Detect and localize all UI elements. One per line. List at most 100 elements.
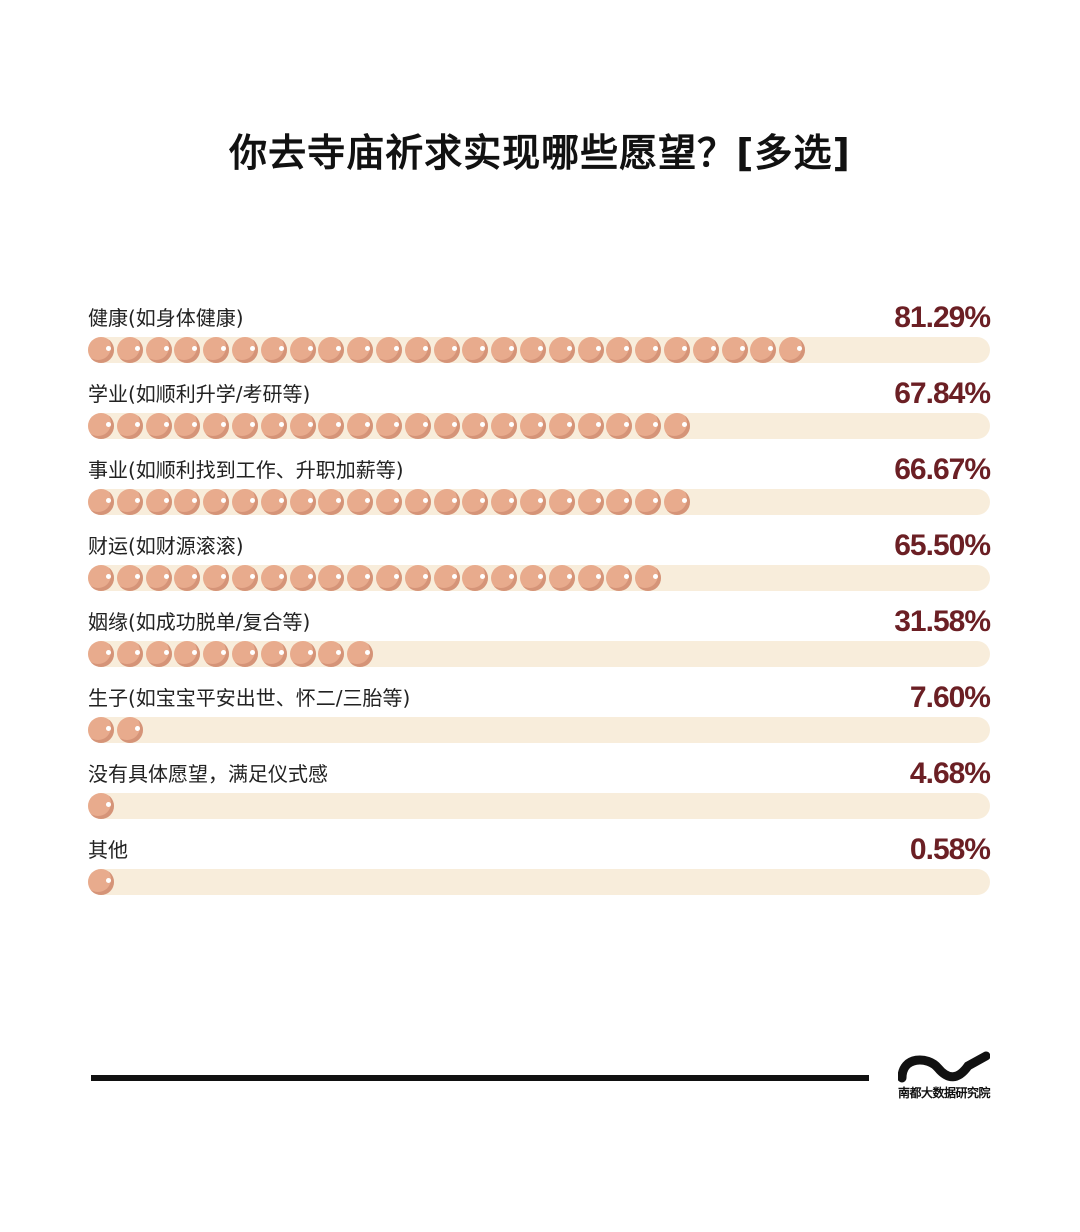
dot-highlight xyxy=(221,650,227,655)
bar-dot xyxy=(88,413,114,439)
bar-dot xyxy=(289,565,316,591)
dot-highlight xyxy=(250,498,255,503)
dot-highlight xyxy=(797,346,803,351)
bar-dot xyxy=(145,565,172,591)
dot-highlight xyxy=(653,346,659,351)
chart-title: 你去寺庙祈求实现哪些愿望？[多选] xyxy=(229,131,851,175)
value-label: 4.68% xyxy=(909,757,991,790)
dot-highlight xyxy=(624,498,630,503)
bar-dot xyxy=(404,489,431,515)
bar-dot xyxy=(404,413,431,439)
bar-dot xyxy=(635,489,662,515)
bar-dot xyxy=(433,489,460,515)
value-label: 81.29% xyxy=(894,301,991,334)
dot-highlight xyxy=(106,422,111,427)
bar-dot xyxy=(376,413,402,439)
dot-highlight xyxy=(451,422,457,427)
bar-dot xyxy=(203,565,230,591)
bar-dot xyxy=(491,489,518,515)
category-label: 其他 xyxy=(88,838,128,862)
bar-dot xyxy=(577,565,604,591)
category-label: 健康(如身体健康) xyxy=(88,306,244,330)
dot-highlight xyxy=(595,346,601,351)
bar-row: 健康(如身体健康) 81.29% xyxy=(88,301,991,374)
bar-dot xyxy=(174,337,201,363)
dot-highlight xyxy=(566,346,572,351)
brand-name: 南都大数据研究院 xyxy=(898,1086,991,1100)
category-label: 财运(如财源滚滚) xyxy=(88,534,244,558)
dot-highlight xyxy=(106,498,111,503)
dot-highlight xyxy=(307,650,313,655)
dot-highlight xyxy=(538,346,543,351)
dot-highlight xyxy=(106,574,111,579)
dot-highlight xyxy=(653,422,659,427)
bar-track xyxy=(88,869,990,895)
dot-highlight xyxy=(134,422,140,427)
bar-dot xyxy=(203,413,230,439)
dot-highlight xyxy=(682,346,687,351)
value-label: 67.84% xyxy=(894,377,991,410)
dot-highlight xyxy=(422,498,428,503)
dot-highlight xyxy=(250,422,255,427)
bar-dot xyxy=(577,413,604,439)
dot-highlight xyxy=(682,422,687,427)
bar-dot xyxy=(318,489,345,515)
dot-highlight xyxy=(394,422,399,427)
bar-dot xyxy=(289,641,316,667)
bar-dot xyxy=(88,489,114,515)
dot-highlight xyxy=(192,574,198,579)
bar-dot xyxy=(203,489,230,515)
dot-highlight xyxy=(307,574,313,579)
dot-highlight xyxy=(451,498,457,503)
dot-highlight xyxy=(480,498,486,503)
dot-highlight xyxy=(163,650,169,655)
bar-dot xyxy=(289,489,316,515)
bar-dot xyxy=(289,413,316,439)
bar-dot xyxy=(232,565,258,591)
dot-highlight xyxy=(250,650,255,655)
bar-dot xyxy=(404,565,431,591)
dot-highlight xyxy=(134,574,140,579)
dot-highlight xyxy=(509,574,515,579)
dot-highlight xyxy=(394,346,399,351)
bar-dot xyxy=(145,337,172,363)
dot-highlight xyxy=(221,346,227,351)
category-label: 学业(如顺利升学/考研等) xyxy=(88,382,311,406)
dot-highlight xyxy=(365,422,371,427)
dot-highlight xyxy=(480,422,486,427)
dot-highlight xyxy=(566,422,572,427)
bar-dot xyxy=(232,413,258,439)
dot-highlight xyxy=(307,422,313,427)
dot-highlight xyxy=(106,726,111,731)
dot-highlight xyxy=(566,498,572,503)
category-label: 没有具体愿望，满足仪式感 xyxy=(88,762,328,786)
bar-dot xyxy=(491,565,518,591)
bar-dot xyxy=(433,413,460,439)
category-label: 生子(如宝宝平安出世、怀二/三胎等) xyxy=(88,686,411,710)
bar-dot xyxy=(376,489,402,515)
dot-highlight xyxy=(538,498,543,503)
dot-highlight xyxy=(192,498,198,503)
dot-highlight xyxy=(106,346,111,351)
dot-highlight xyxy=(710,346,716,351)
dot-highlight xyxy=(163,422,169,427)
dot-highlight xyxy=(653,574,659,579)
bar-track xyxy=(88,793,990,819)
bar-track xyxy=(88,717,990,743)
dot-highlight xyxy=(394,574,399,579)
bar-dot xyxy=(232,489,258,515)
bar-dot xyxy=(606,413,633,439)
bar-row: 事业(如顺利找到工作、升职加薪等) 66.67% xyxy=(88,453,991,526)
bar-dot xyxy=(548,413,575,439)
dot-highlight xyxy=(336,422,342,427)
bar-dot xyxy=(548,565,575,591)
bar-dot xyxy=(721,337,748,363)
bar-dot xyxy=(88,793,114,819)
dot-highlight xyxy=(538,422,543,427)
dot-highlight xyxy=(278,422,284,427)
dot-highlight xyxy=(653,498,659,503)
dot-highlight xyxy=(538,574,543,579)
dot-highlight xyxy=(509,346,515,351)
bar-dot xyxy=(289,337,316,363)
dot-highlight xyxy=(221,498,227,503)
